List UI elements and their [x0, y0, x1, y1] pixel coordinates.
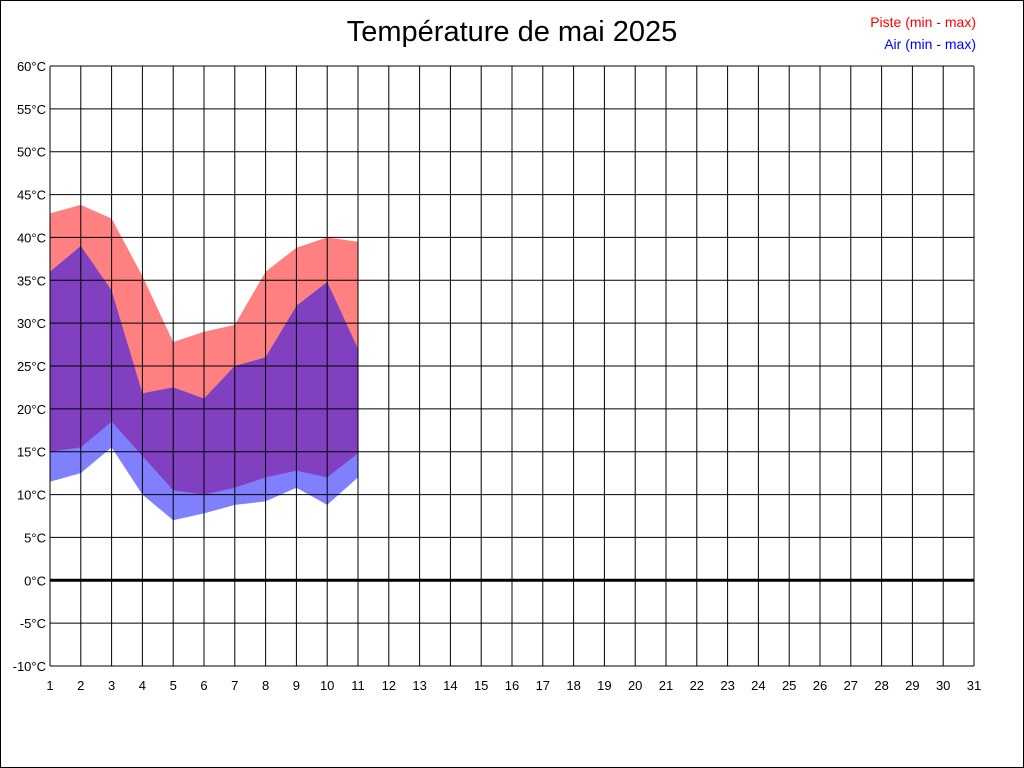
y-tick-label: 15°C [17, 445, 46, 460]
x-tick-label: 4 [139, 678, 146, 693]
x-tick-label: 13 [412, 678, 426, 693]
y-tick-label: 40°C [17, 230, 46, 245]
y-tick-label: 45°C [17, 188, 46, 203]
x-tick-label: 10 [320, 678, 334, 693]
x-tick-label: 22 [690, 678, 704, 693]
x-tick-label: 31 [967, 678, 981, 693]
x-tick-label: 8 [262, 678, 269, 693]
y-tick-label: 25°C [17, 359, 46, 374]
y-tick-label: 0°C [24, 573, 46, 588]
x-tick-label: 15 [474, 678, 488, 693]
y-tick-label: 35°C [17, 273, 46, 288]
x-tick-label: 26 [813, 678, 827, 693]
x-tick-label: 29 [905, 678, 919, 693]
y-tick-label: 55°C [17, 102, 46, 117]
y-tick-label: 60°C [17, 59, 46, 74]
x-tick-label: 14 [443, 678, 457, 693]
x-tick-label: 17 [536, 678, 550, 693]
x-tick-label: 28 [874, 678, 888, 693]
x-tick-label: 21 [659, 678, 673, 693]
x-tick-label: 3 [108, 678, 115, 693]
y-tick-label: 5°C [24, 530, 46, 545]
y-tick-label: 30°C [17, 316, 46, 331]
x-tick-label: 30 [936, 678, 950, 693]
y-tick-label: 10°C [17, 488, 46, 503]
x-tick-label: 18 [566, 678, 580, 693]
x-tick-label: 24 [751, 678, 765, 693]
x-tick-label: 23 [720, 678, 734, 693]
y-tick-label: 50°C [17, 145, 46, 160]
legend-air: Air (min - max) [884, 36, 976, 52]
x-tick-label: 11 [351, 678, 365, 693]
y-tick-label: 20°C [17, 402, 46, 417]
x-tick-label: 6 [200, 678, 207, 693]
y-tick-label: -5°C [20, 616, 46, 631]
x-tick-label: 20 [628, 678, 642, 693]
y-tick-label: -10°C [13, 659, 46, 674]
x-tick-label: 9 [293, 678, 300, 693]
x-tick-label: 2 [77, 678, 84, 693]
x-tick-label: 16 [505, 678, 519, 693]
x-tick-label: 27 [844, 678, 858, 693]
x-tick-label: 19 [597, 678, 611, 693]
x-tick-label: 12 [382, 678, 396, 693]
x-tick-label: 5 [170, 678, 177, 693]
x-tick-label: 7 [231, 678, 238, 693]
legend-piste: Piste (min - max) [870, 14, 976, 30]
chart-title: Température de mai 2025 [346, 16, 678, 48]
x-tick-label: 1 [46, 678, 53, 693]
x-tick-label: 25 [782, 678, 796, 693]
